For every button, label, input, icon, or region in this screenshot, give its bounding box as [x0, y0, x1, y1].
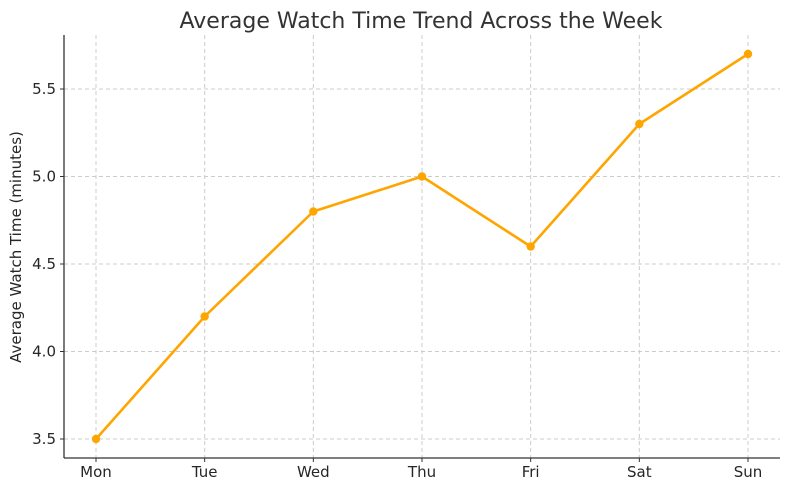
- data-point-marker: [635, 119, 644, 129]
- grid-lines: [64, 35, 780, 458]
- y-tick-label: 5.0: [32, 168, 56, 186]
- y-axis-label: Average Watch Time (minutes): [7, 131, 25, 363]
- x-tick-label: Sun: [734, 463, 763, 481]
- y-tick-label: 3.5: [32, 430, 56, 448]
- x-tick-label: Tue: [191, 463, 218, 481]
- x-axis-ticks: Mon Tue Wed Thu Fri Sat Sun: [80, 458, 762, 481]
- x-tick-label: Wed: [297, 463, 330, 481]
- y-axis-ticks: 3.5 4.0 4.5 5.0 5.5: [32, 80, 64, 448]
- data-point-marker: [417, 172, 427, 181]
- data-point-marker: [200, 312, 209, 321]
- x-tick-label: Thu: [407, 463, 436, 481]
- data-point-marker: [91, 434, 101, 444]
- y-tick-label: 5.5: [32, 80, 56, 98]
- data-point-marker: [309, 207, 318, 216]
- x-tick-label: Sat: [627, 463, 652, 481]
- data-series: [91, 49, 753, 444]
- chart-title: Average Watch Time Trend Across the Week: [180, 9, 663, 34]
- x-tick-label: Fri: [522, 463, 540, 481]
- data-point-marker: [526, 242, 535, 251]
- y-tick-label: 4.0: [32, 343, 56, 361]
- data-point-marker: [743, 49, 753, 59]
- y-tick-label: 4.5: [32, 255, 56, 273]
- x-tick-label: Mon: [80, 463, 112, 481]
